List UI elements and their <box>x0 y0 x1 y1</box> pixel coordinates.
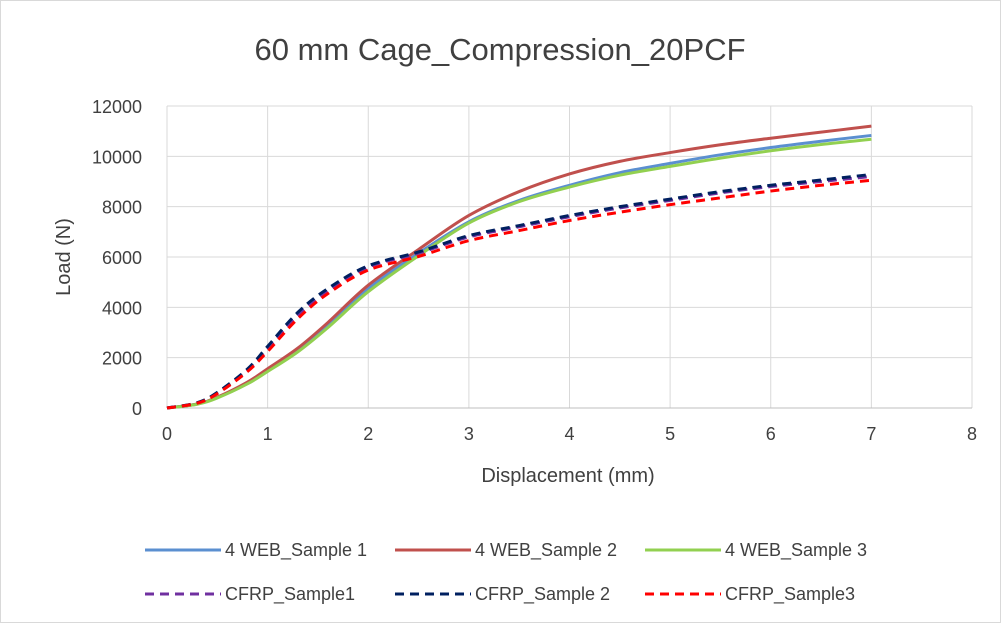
y-tick-label: 8000 <box>102 198 142 218</box>
axes: 0 2000 4000 6000 8000 10000 12000 0 1 2 3 4 5 6 7 8 <box>92 97 977 444</box>
y-axis-label: Load (N) <box>53 218 75 296</box>
y-tick-label: 0 <box>132 399 142 419</box>
x-tick-label: 0 <box>162 424 172 444</box>
x-tick-label: 1 <box>263 424 273 444</box>
x-tick-label: 2 <box>363 424 373 444</box>
x-tick-label: 3 <box>464 424 474 444</box>
x-tick-label: 5 <box>665 424 675 444</box>
y-tick-label: 10000 <box>92 147 142 167</box>
gridlines <box>166 105 973 408</box>
legend-label-5: CFRP_Sample 2 <box>475 584 610 605</box>
x-axis-label: Displacement (mm) <box>481 465 654 487</box>
legend-label-2: 4 WEB_Sample 2 <box>475 540 617 561</box>
legend-label-6: CFRP_Sample3 <box>725 584 855 605</box>
x-tick-label: 4 <box>564 424 574 444</box>
y-tick-label: 4000 <box>102 298 142 318</box>
legend-label-4: CFRP_Sample1 <box>225 584 355 605</box>
x-tick-label: 8 <box>967 424 977 444</box>
legend-label-3: 4 WEB_Sample 3 <box>725 540 867 561</box>
series-line-3 <box>166 137 872 410</box>
x-tick-label: 7 <box>866 424 876 444</box>
y-tick-label: 12000 <box>92 97 142 117</box>
legend-label-1: 4 WEB_Sample 1 <box>225 540 367 561</box>
series-line-5 <box>166 172 872 410</box>
y-tick-label: 6000 <box>102 248 142 268</box>
y-tick-label: 2000 <box>102 349 142 369</box>
chart-title: 60 mm Cage_Compression_20PCF <box>254 32 745 67</box>
legend: 4 WEB_Sample 1 4 WEB_Sample 2 4 WEB_Sample… <box>145 540 867 605</box>
x-tick-label: 6 <box>766 424 776 444</box>
data-series <box>166 124 872 410</box>
